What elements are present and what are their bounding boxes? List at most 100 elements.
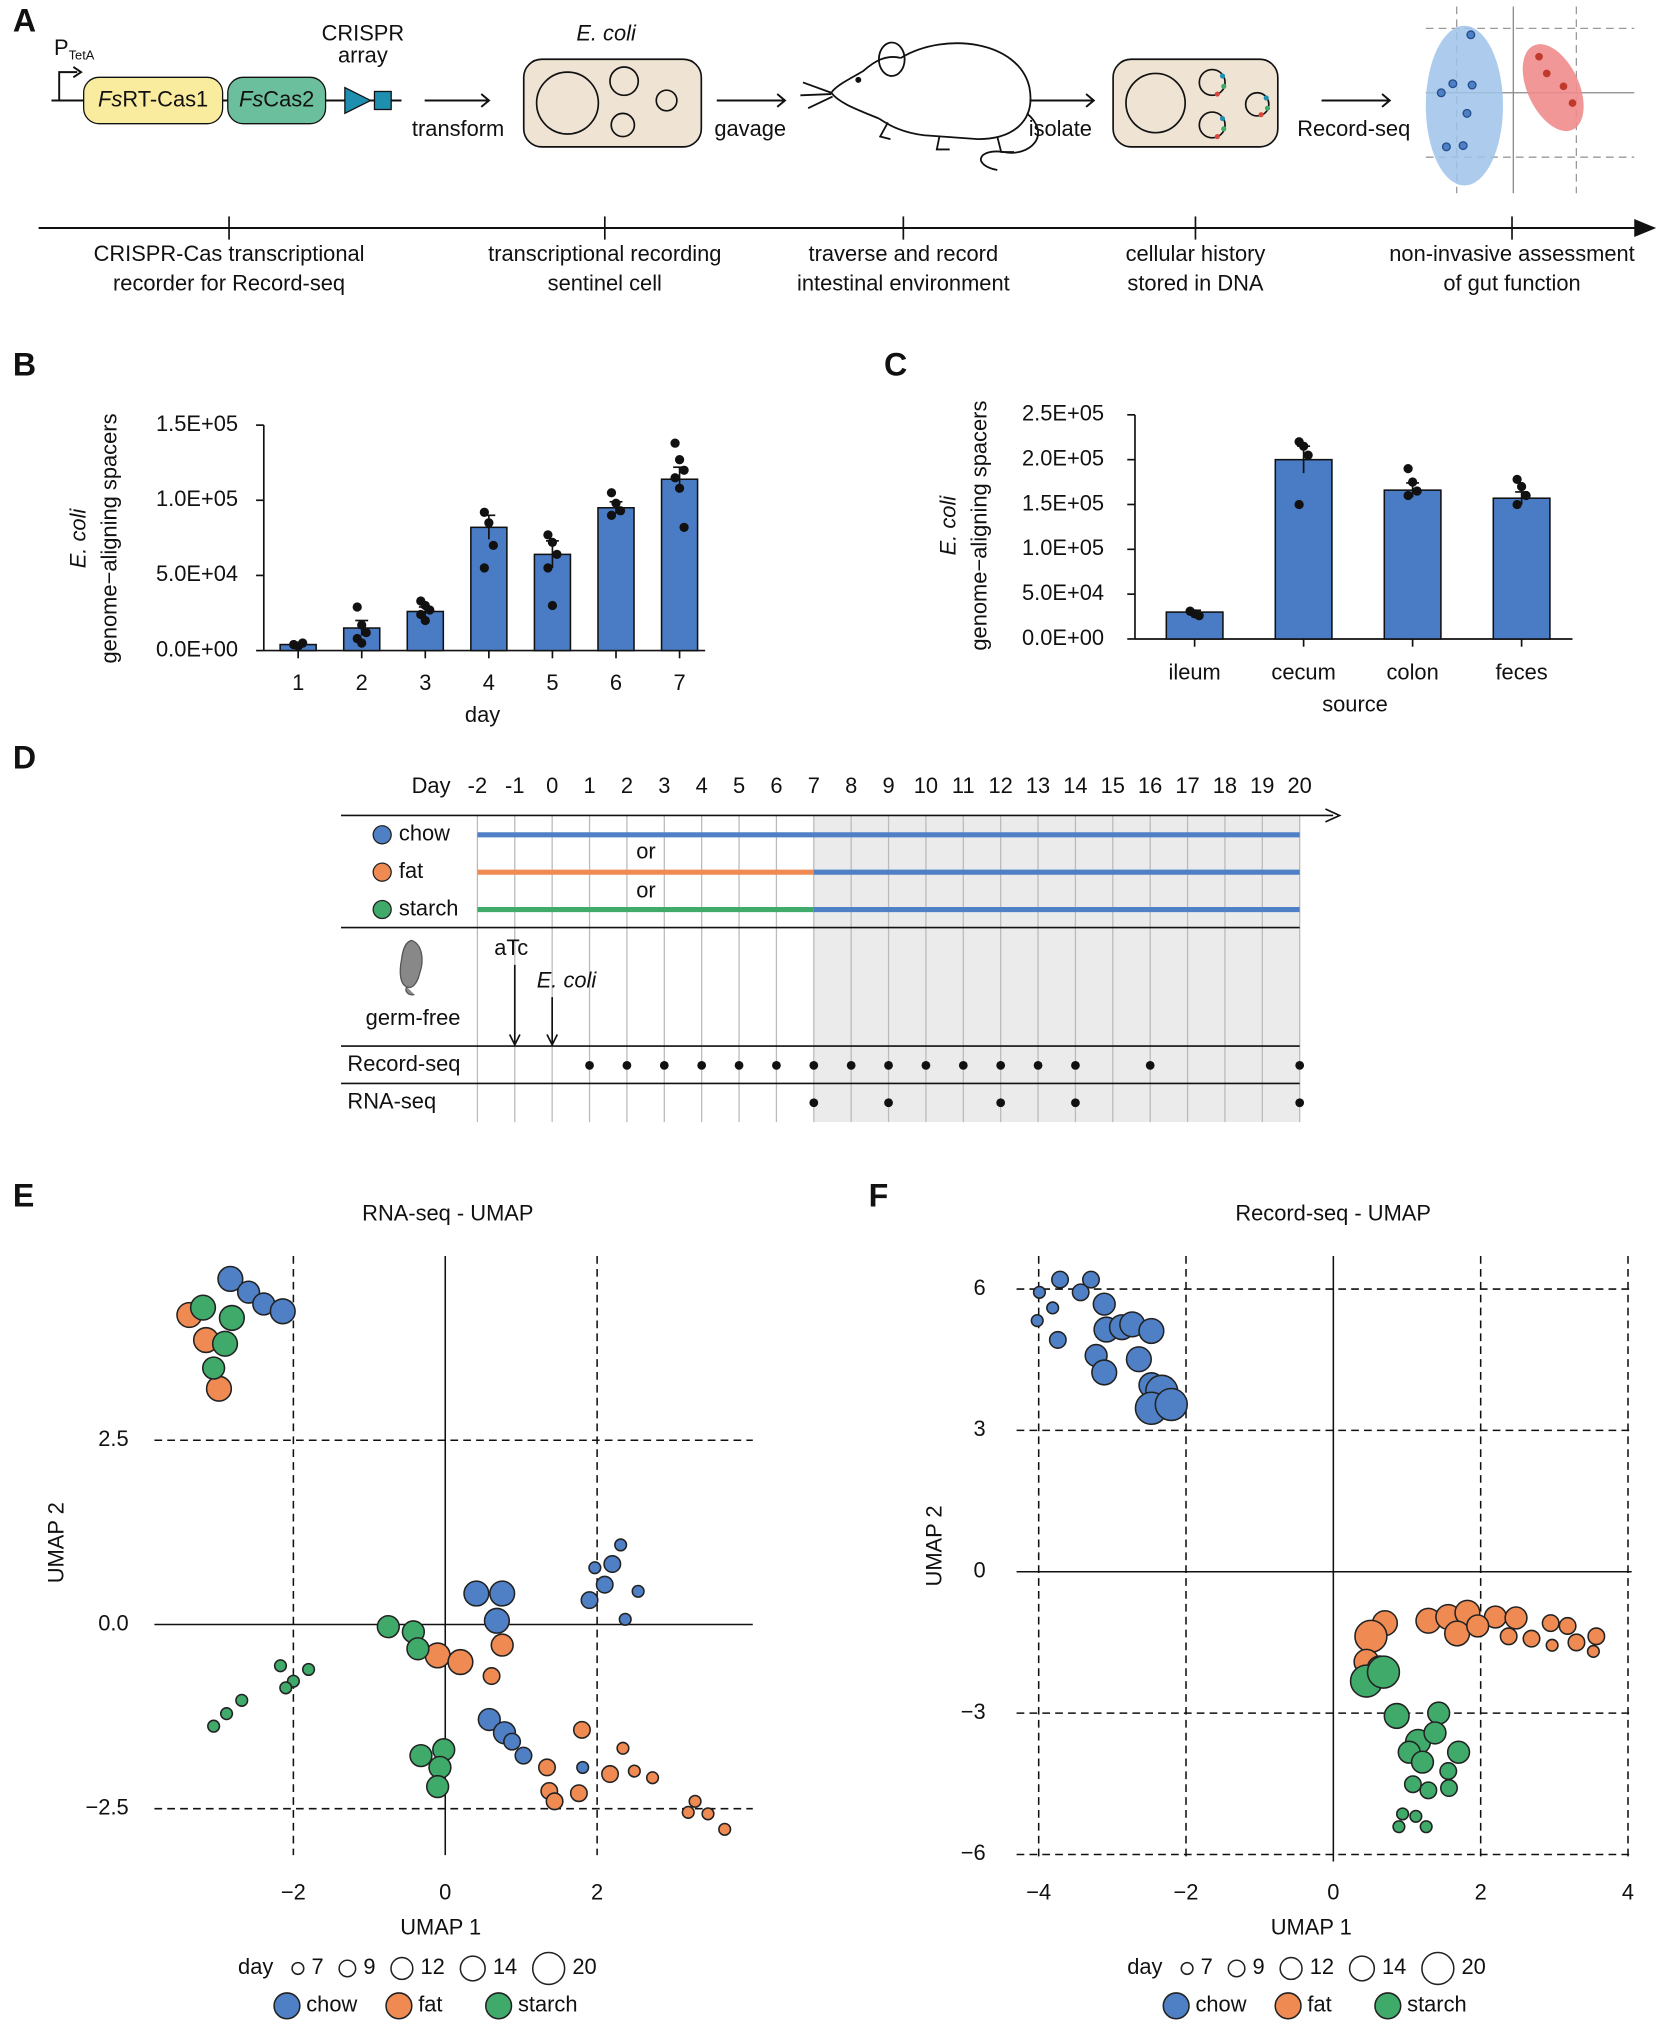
data-point [588, 1561, 602, 1575]
data-point [205, 1375, 233, 1402]
data-point [357, 620, 367, 630]
data-point [547, 537, 558, 547]
day-tick-label: -1 [505, 773, 524, 798]
x-tick-label: 5 [546, 670, 558, 695]
data-point [645, 1771, 660, 1785]
data-point [483, 1607, 511, 1634]
stage-label: recorder for Record-seq [113, 270, 345, 295]
repeat [344, 86, 373, 115]
data-point [701, 1807, 715, 1821]
data-point [219, 1707, 234, 1721]
data-point [1125, 1346, 1152, 1373]
y-tick-label: 1.0E+05 [1022, 535, 1104, 560]
y-axis-label: genome−aligning spacers [966, 401, 991, 651]
data-point [611, 498, 621, 508]
legend-label: fat [1307, 1992, 1331, 2017]
data-point [218, 1304, 245, 1332]
data-point [603, 1555, 622, 1574]
y-tick-label: 0.0E+00 [156, 636, 238, 661]
sampling-label: RNA-seq [347, 1089, 436, 1114]
mouse-icon [399, 939, 423, 996]
stage-label: non-invasive assessment [1389, 241, 1634, 266]
sampling-dot [1033, 1061, 1043, 1070]
data-point [447, 1648, 474, 1676]
y-tick-label: −2.5 [86, 1794, 129, 1819]
day-tick-label: 11 [952, 773, 975, 798]
data-point [688, 1794, 702, 1808]
data-point [409, 1743, 433, 1768]
data-point [1427, 1701, 1451, 1725]
data-point [679, 465, 689, 475]
data-point [614, 1538, 628, 1552]
mouse-eye [855, 76, 862, 83]
data-point [618, 1612, 632, 1626]
stage-label: CRISPR-Cas transcriptional [94, 241, 365, 266]
data-point [1154, 1387, 1189, 1422]
data-point [1504, 1606, 1528, 1630]
x-tick-label: 4 [483, 670, 495, 695]
charts: B0.0E+005.0E+041.0E+051.5E+051 2 3 4 5 6 7dayE… [13, 347, 1634, 2020]
sampling-dot [1071, 1098, 1080, 1108]
legend-label: 14 [493, 1954, 517, 1979]
data-point [428, 1755, 452, 1780]
day-tick-label: 20 [1288, 773, 1312, 798]
day-tick-label: 9 [882, 773, 894, 798]
sampling-dot [659, 1061, 669, 1070]
panel-label: E [13, 1178, 34, 1214]
process-arrow [1634, 219, 1657, 238]
x-tick-label: cecum [1271, 660, 1335, 685]
data-point [484, 518, 494, 528]
data-point [1046, 1301, 1060, 1315]
data-point [301, 1662, 316, 1677]
legend-label: 20 [1462, 1954, 1486, 1979]
x-tick-label: 0 [1327, 1880, 1339, 1905]
data-point [1545, 1638, 1559, 1652]
event-label: E. coli [537, 967, 598, 992]
data-point [1412, 486, 1422, 496]
stage-label: intestinal environment [797, 270, 1010, 295]
diet-swatch [372, 825, 392, 845]
diet-label: chow [399, 821, 450, 846]
data-point [1383, 1702, 1410, 1730]
data-point [1294, 499, 1304, 510]
step-label: Record-seq [1297, 116, 1410, 141]
sampling-dot [809, 1061, 819, 1070]
plate-label: E. coli [576, 21, 637, 46]
data-point [595, 1575, 614, 1594]
data-point [201, 1356, 226, 1380]
data-point [482, 1667, 501, 1686]
data-point [1032, 1285, 1047, 1299]
diet-label: starch [399, 895, 459, 920]
x-tick-label: 6 [610, 670, 622, 695]
sampling-dot [921, 1061, 931, 1070]
data-point [601, 1765, 620, 1784]
arrows [424, 93, 1392, 108]
x-tick-label: 1 [292, 670, 304, 695]
chart-bar: B 0.0E+00 5.0E+04 1.0E+05 1.5E+05 1 2 3 4 5 6 7 day E… [13, 347, 706, 727]
legend-size [1421, 1951, 1455, 1986]
legend-label: 7 [311, 1954, 323, 1979]
day-tick-label: 18 [1213, 773, 1237, 798]
promoter-arrow-head [72, 66, 83, 79]
sampling-dot [1295, 1061, 1305, 1070]
data-point [681, 1805, 695, 1819]
panel-label: D [13, 740, 36, 776]
data-point [1403, 463, 1413, 474]
data-point [1512, 474, 1522, 485]
data-point [1522, 1629, 1541, 1648]
data-point [463, 1580, 490, 1607]
stage-label: sentinel cell [548, 270, 662, 295]
data-point [1586, 1644, 1600, 1658]
data-point [514, 1746, 533, 1765]
data-point [1092, 1292, 1116, 1316]
stage-label: traverse and record [809, 241, 999, 266]
y-tick-label: −3 [961, 1699, 986, 1724]
data-point [352, 602, 362, 612]
data-point [217, 1265, 244, 1293]
data-point [1403, 490, 1413, 501]
data-point [1048, 1330, 1067, 1349]
data-point [269, 1298, 296, 1325]
gene-label: FsRT-Cas1 [98, 86, 208, 111]
